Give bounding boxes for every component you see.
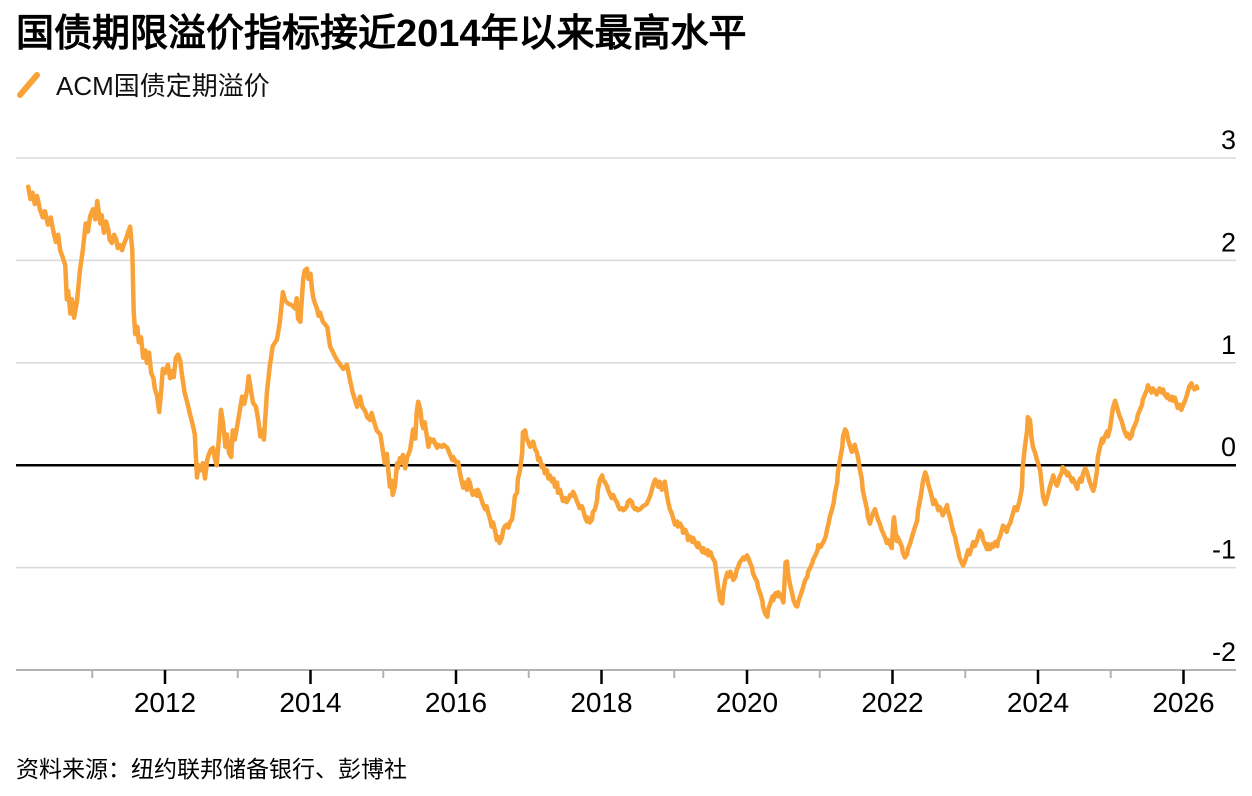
- y-axis-label: -1: [1212, 535, 1236, 565]
- legend-line-swatch-icon: [17, 71, 40, 98]
- x-axis-label: 2012: [134, 687, 196, 718]
- legend: ACM国债定期溢价: [16, 66, 270, 103]
- legend-label: ACM国债定期溢价: [56, 71, 270, 101]
- acm-term-premium-line: [25, 184, 1200, 620]
- chart-title: 国债期限溢价指标接近2014年以来最高水平: [16, 13, 747, 55]
- x-axis-label: 2014: [279, 687, 341, 718]
- x-axis-label: 2018: [570, 687, 632, 718]
- y-axis-label: 1: [1221, 330, 1236, 360]
- y-axis-label: 2: [1221, 227, 1236, 257]
- x-axis-label: 2022: [861, 687, 923, 718]
- x-axis-label: 2024: [1007, 687, 1069, 718]
- x-axis-label: 2020: [716, 687, 778, 718]
- source-note: 资料来源：纽约联邦储备银行、彭博社: [16, 756, 407, 782]
- x-axis-label: 2016: [425, 687, 487, 718]
- y-axis-label: 0: [1221, 432, 1236, 462]
- y-axis-label: -2: [1212, 637, 1236, 667]
- y-axis-label: 3: [1221, 125, 1236, 155]
- x-axis-label: 2026: [1152, 687, 1214, 718]
